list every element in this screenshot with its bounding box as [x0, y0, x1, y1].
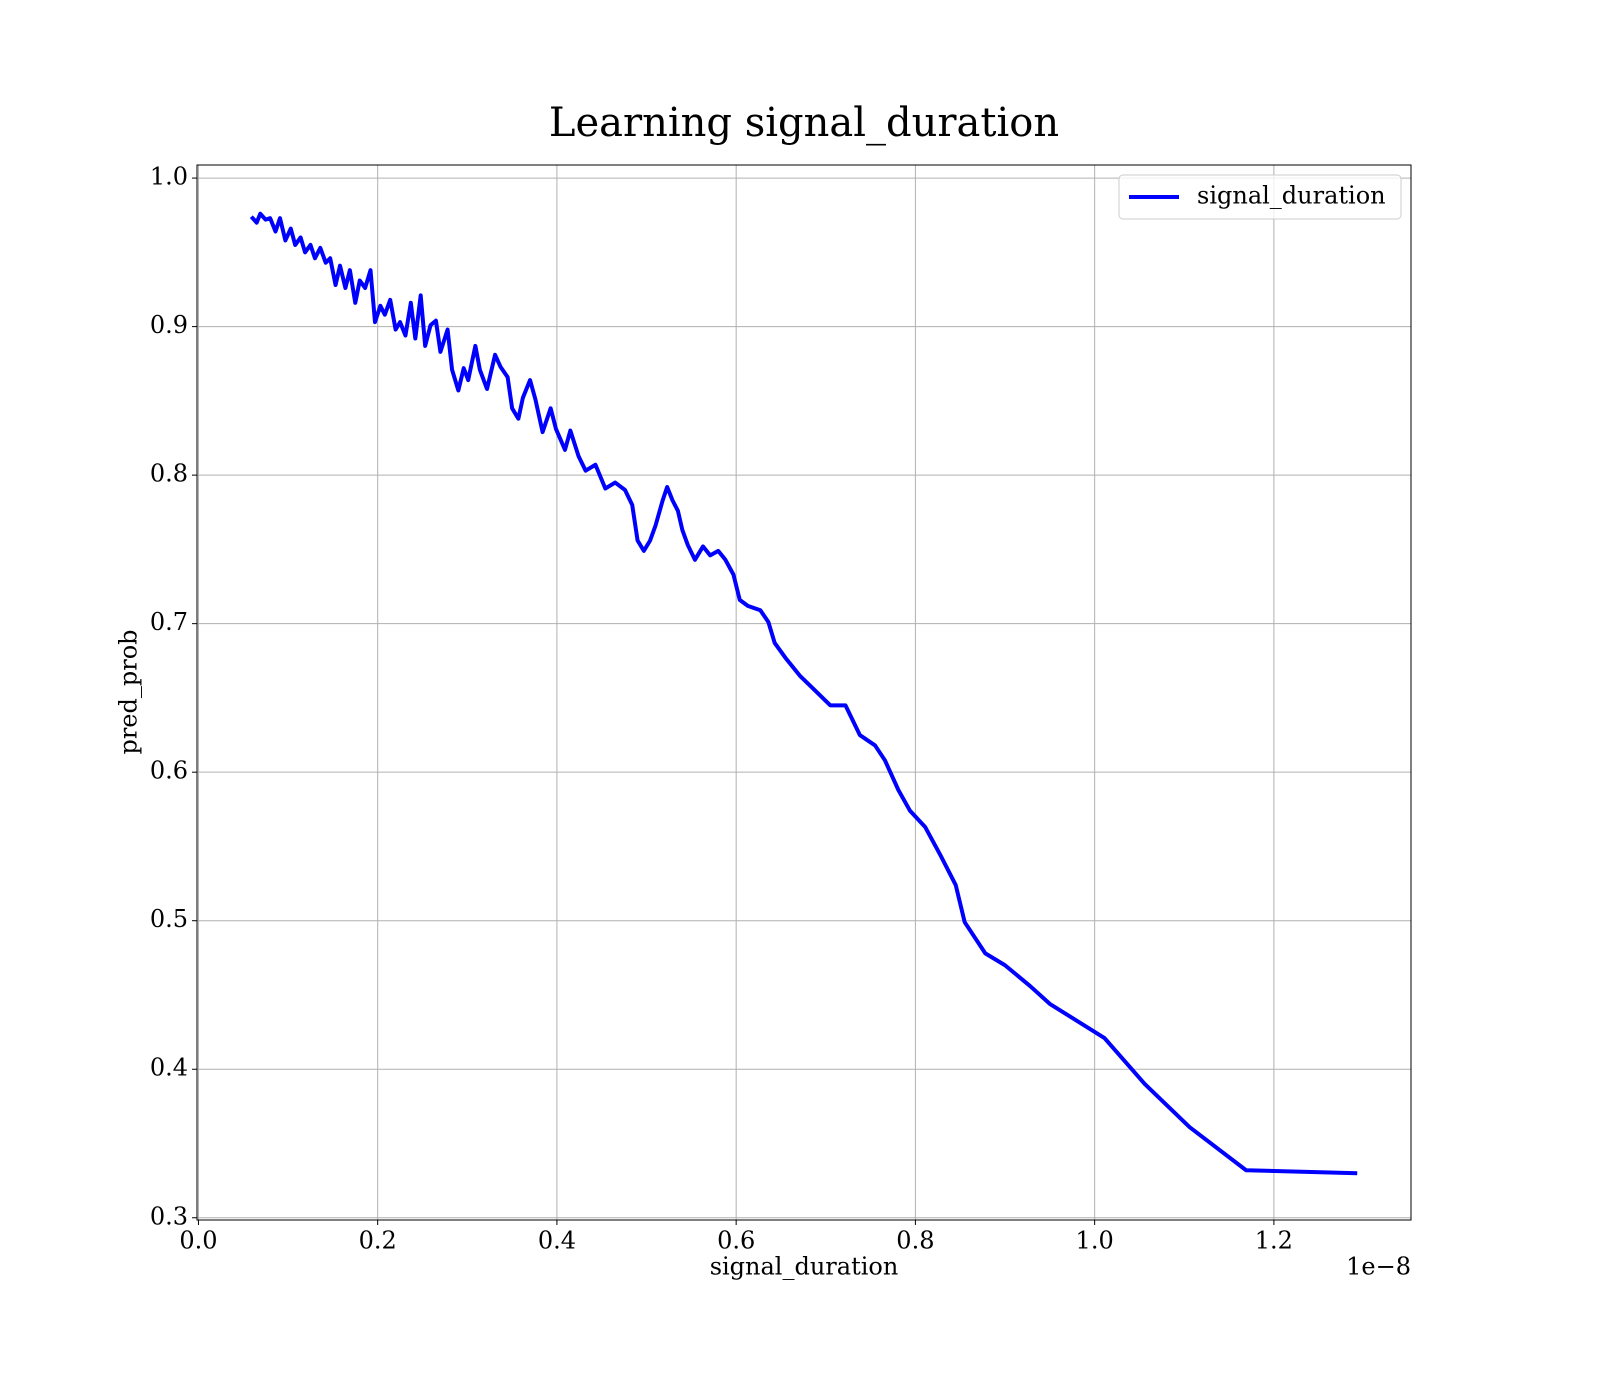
y-tick-label: 0.6 — [150, 757, 188, 785]
x-axis-label: signal_duration — [710, 1253, 899, 1281]
x-tick-label: 0.8 — [896, 1227, 934, 1255]
legend-label: signal_duration — [1197, 182, 1386, 210]
x-offset-label: 1e−8 — [1346, 1253, 1411, 1281]
y-tick-label: 0.8 — [150, 460, 188, 488]
y-axis-label: pred_prob — [115, 629, 143, 754]
y-tick-label: 0.3 — [150, 1202, 188, 1230]
y-tick-label: 0.9 — [150, 311, 188, 339]
legend-box — [1118, 174, 1402, 220]
y-tick-label: 0.4 — [150, 1054, 188, 1082]
y-tick-label: 1.0 — [150, 163, 188, 191]
x-tick-label: 0.4 — [538, 1227, 576, 1255]
legend: signal_duration — [1118, 174, 1402, 220]
chart-title: Learning signal_duration — [549, 100, 1059, 146]
axes-frame — [196, 164, 1412, 1221]
x-tick-label: 1.0 — [1076, 1227, 1114, 1255]
x-tick-label: 0.6 — [717, 1227, 755, 1255]
y-tick-label: 0.5 — [150, 905, 188, 933]
x-tick-label: 0.0 — [179, 1227, 217, 1255]
x-tick-label: 1.2 — [1255, 1227, 1293, 1255]
x-tick-label: 0.2 — [359, 1227, 397, 1255]
y-tick-label: 0.7 — [150, 608, 188, 636]
data-line — [249, 211, 1358, 1176]
